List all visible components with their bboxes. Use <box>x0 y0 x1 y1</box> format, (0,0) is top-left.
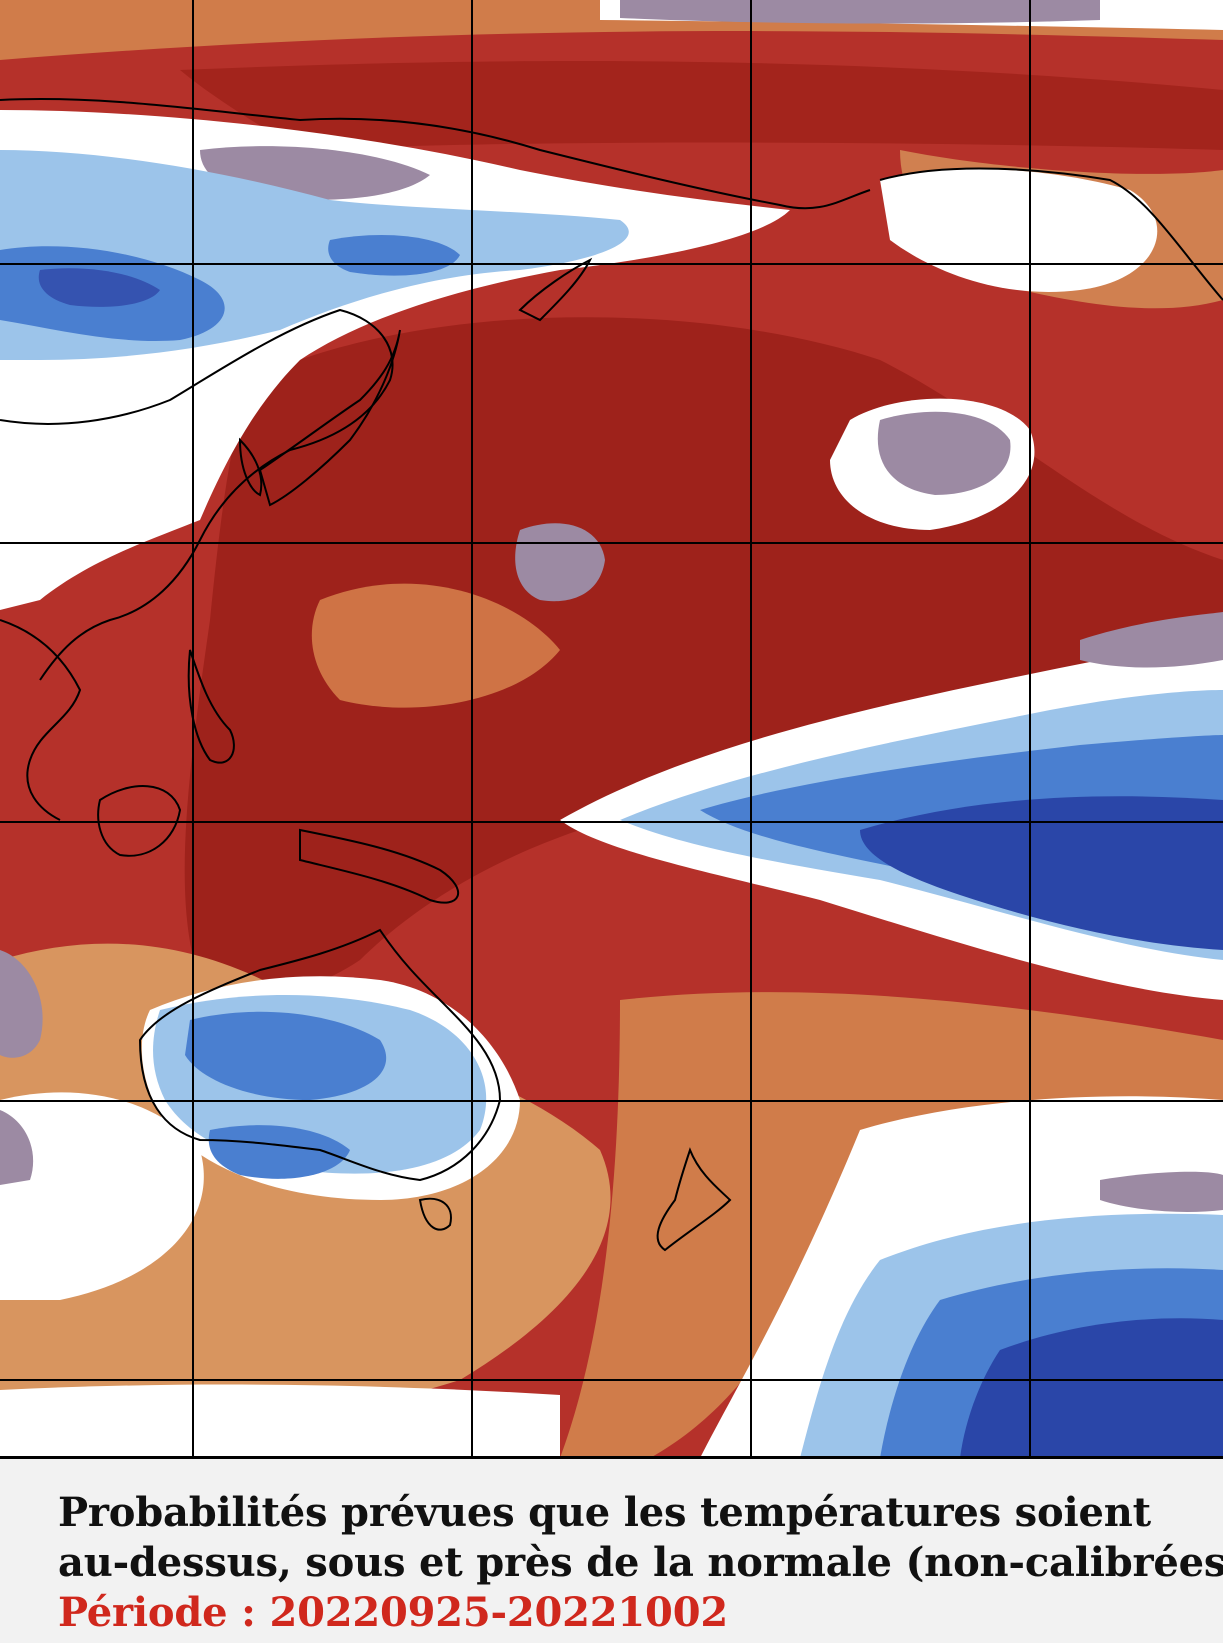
coast-indochina <box>0 619 82 821</box>
blue-asia-dark <box>38 268 160 307</box>
coast-tasmania <box>418 1197 452 1231</box>
coast-kamchatka <box>518 257 593 322</box>
coast-new-guinea <box>299 828 460 904</box>
probability-map-svg <box>0 0 1223 1458</box>
coast-korea <box>238 437 263 497</box>
coast-siberia <box>0 98 871 210</box>
blue-australia-south <box>208 1125 350 1179</box>
caption-title-line-2: au-dessus, sous et près de la normale (n… <box>58 1539 1223 1586</box>
blue-australia-mid <box>185 1011 387 1100</box>
purple-east-tropics <box>1080 612 1223 668</box>
white-south-strip <box>0 1384 560 1458</box>
coast-japan <box>258 329 401 507</box>
dark-red-north-band <box>180 61 1223 151</box>
blue-southeast-dark <box>960 1318 1223 1458</box>
caption-period: Période : 20220925-20221002 <box>58 1589 728 1636</box>
white-bering <box>880 169 1158 292</box>
coast-philippines <box>187 649 235 764</box>
purple-north-1 <box>620 0 1100 24</box>
map-bottom-border <box>0 1456 1223 1459</box>
coast-new-zealand <box>656 1147 732 1252</box>
coast-borneo <box>97 785 182 857</box>
caption-panel: Probabilités prévues que les température… <box>0 1459 1223 1643</box>
orange-band-mid <box>311 583 560 708</box>
blue-east-pacific-dark <box>860 796 1223 950</box>
purple-west-edge <box>0 950 43 1058</box>
purple-south-east-1 <box>1100 1171 1223 1212</box>
coast-alaska <box>879 167 1223 301</box>
forecast-map <box>0 0 1223 1458</box>
coastlines <box>0 98 1223 1252</box>
coast-china <box>0 308 394 681</box>
purple-north-pacific-blob <box>877 411 1011 495</box>
blue-asia-mid-2 <box>328 235 460 276</box>
purple-west-edge-2 <box>0 1110 34 1185</box>
white-west-australia-sea <box>0 1092 204 1300</box>
caption-title-line-1: Probabilités prévues que les température… <box>58 1489 1151 1536</box>
lat-lon-grid <box>0 0 1223 1458</box>
